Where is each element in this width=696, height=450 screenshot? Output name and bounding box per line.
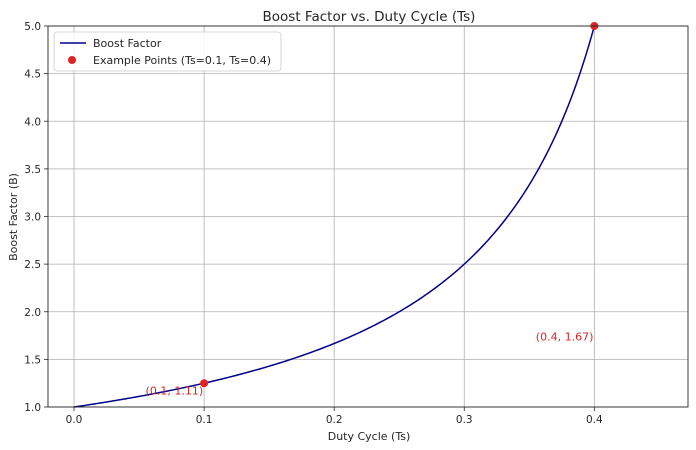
y-tick-label: 3.0 [24, 212, 41, 224]
x-tick-label: 0.2 [326, 414, 343, 426]
x-tick-label: 0.1 [196, 414, 213, 426]
legend-label-example-points: Example Points (Ts=0.1, Ts=0.4) [93, 54, 271, 67]
y-axis-label: Boost Factor (B) [7, 173, 20, 261]
legend-box [53, 31, 282, 72]
y-tick-label: 2.0 [24, 307, 41, 319]
x-tick-label: 0.0 [66, 414, 83, 426]
plot-area [73, 22, 599, 408]
series-line-boost-factor [73, 25, 596, 408]
y-tick-label: 1.5 [24, 354, 41, 366]
y-tick-label: 3.5 [24, 164, 41, 176]
annotation-label: (0.4, 1.67) [536, 330, 594, 343]
y-tick-label: 5.0 [24, 21, 41, 33]
legend: Boost Factor Example Points (Ts=0.1, Ts=… [53, 31, 282, 72]
annotation-label: (0.1, 1.11) [146, 385, 204, 398]
x-tick-label: 0.3 [456, 414, 473, 426]
chart-title: Boost Factor vs. Duty Cycle (Ts) [263, 9, 476, 25]
legend-label-boost-factor: Boost Factor [93, 37, 162, 50]
y-tick-label: 4.0 [24, 116, 41, 128]
x-tick-label: 0.4 [586, 414, 603, 426]
ticks: 0.0 0.1 0.2 0.3 0.4 1.0 1.5 2.0 2.5 3.0 3.5 4.0 4.5 5… [24, 21, 603, 426]
y-tick-label: 2.5 [24, 259, 41, 271]
y-tick-label: 1.0 [24, 402, 41, 414]
example-point [200, 379, 209, 388]
y-tick-label: 4.5 [24, 69, 41, 81]
legend-point-swatch [68, 56, 76, 64]
annotations: (0.1, 1.11) (0.4, 1.67) [146, 330, 594, 397]
x-axis-label: Duty Cycle (Ts) [328, 430, 411, 443]
